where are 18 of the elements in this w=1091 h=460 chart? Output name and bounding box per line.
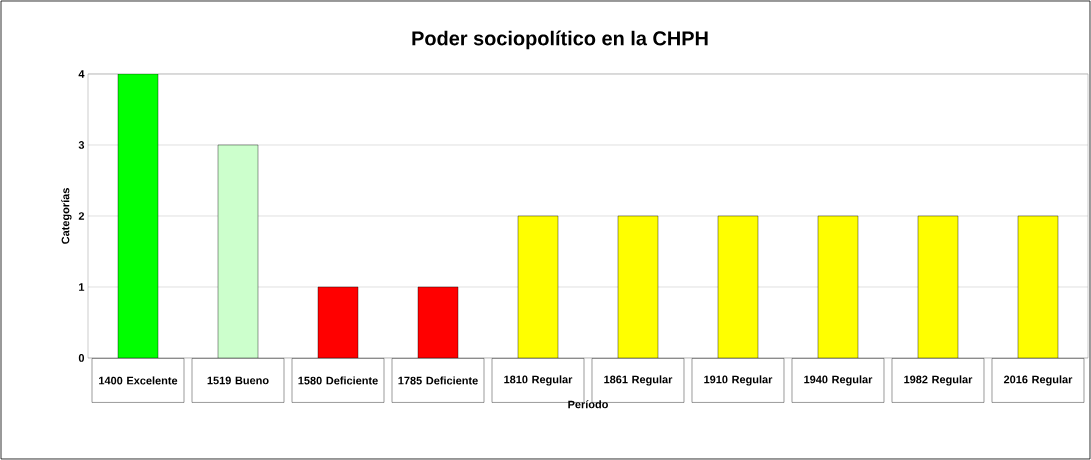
y-tick-label: 3 (78, 141, 85, 149)
y-tick-label: 2 (78, 212, 85, 220)
y-tick-label: 1 (79, 283, 85, 291)
x-tick-label: 1785 Deficiente (398, 376, 478, 385)
x-tick-label: 1580 Deficiente (298, 376, 378, 385)
x-tick-label: 1940 Regular (804, 375, 873, 386)
x-tick-label: 1861 Regular (604, 375, 673, 386)
x-tick-label: 1982 Regular (904, 375, 973, 386)
y-tick-label: 0 (78, 354, 85, 362)
y-tick-label: 4 (78, 70, 85, 78)
chart-title: Poder sociopolítico en la CHPH (412, 30, 708, 50)
x-axis-title: Período (568, 400, 608, 409)
x-tick-label: 1400 Excelente (99, 376, 178, 385)
y-axis-title: Categorías (61, 188, 72, 244)
x-tick-label: 1810 Regular (504, 375, 573, 386)
x-tick-label: 2016 Regular (1003, 375, 1073, 386)
x-tick-label: 1519 Bueno (207, 376, 269, 385)
x-tick-label: 1910 Regular (704, 375, 773, 386)
